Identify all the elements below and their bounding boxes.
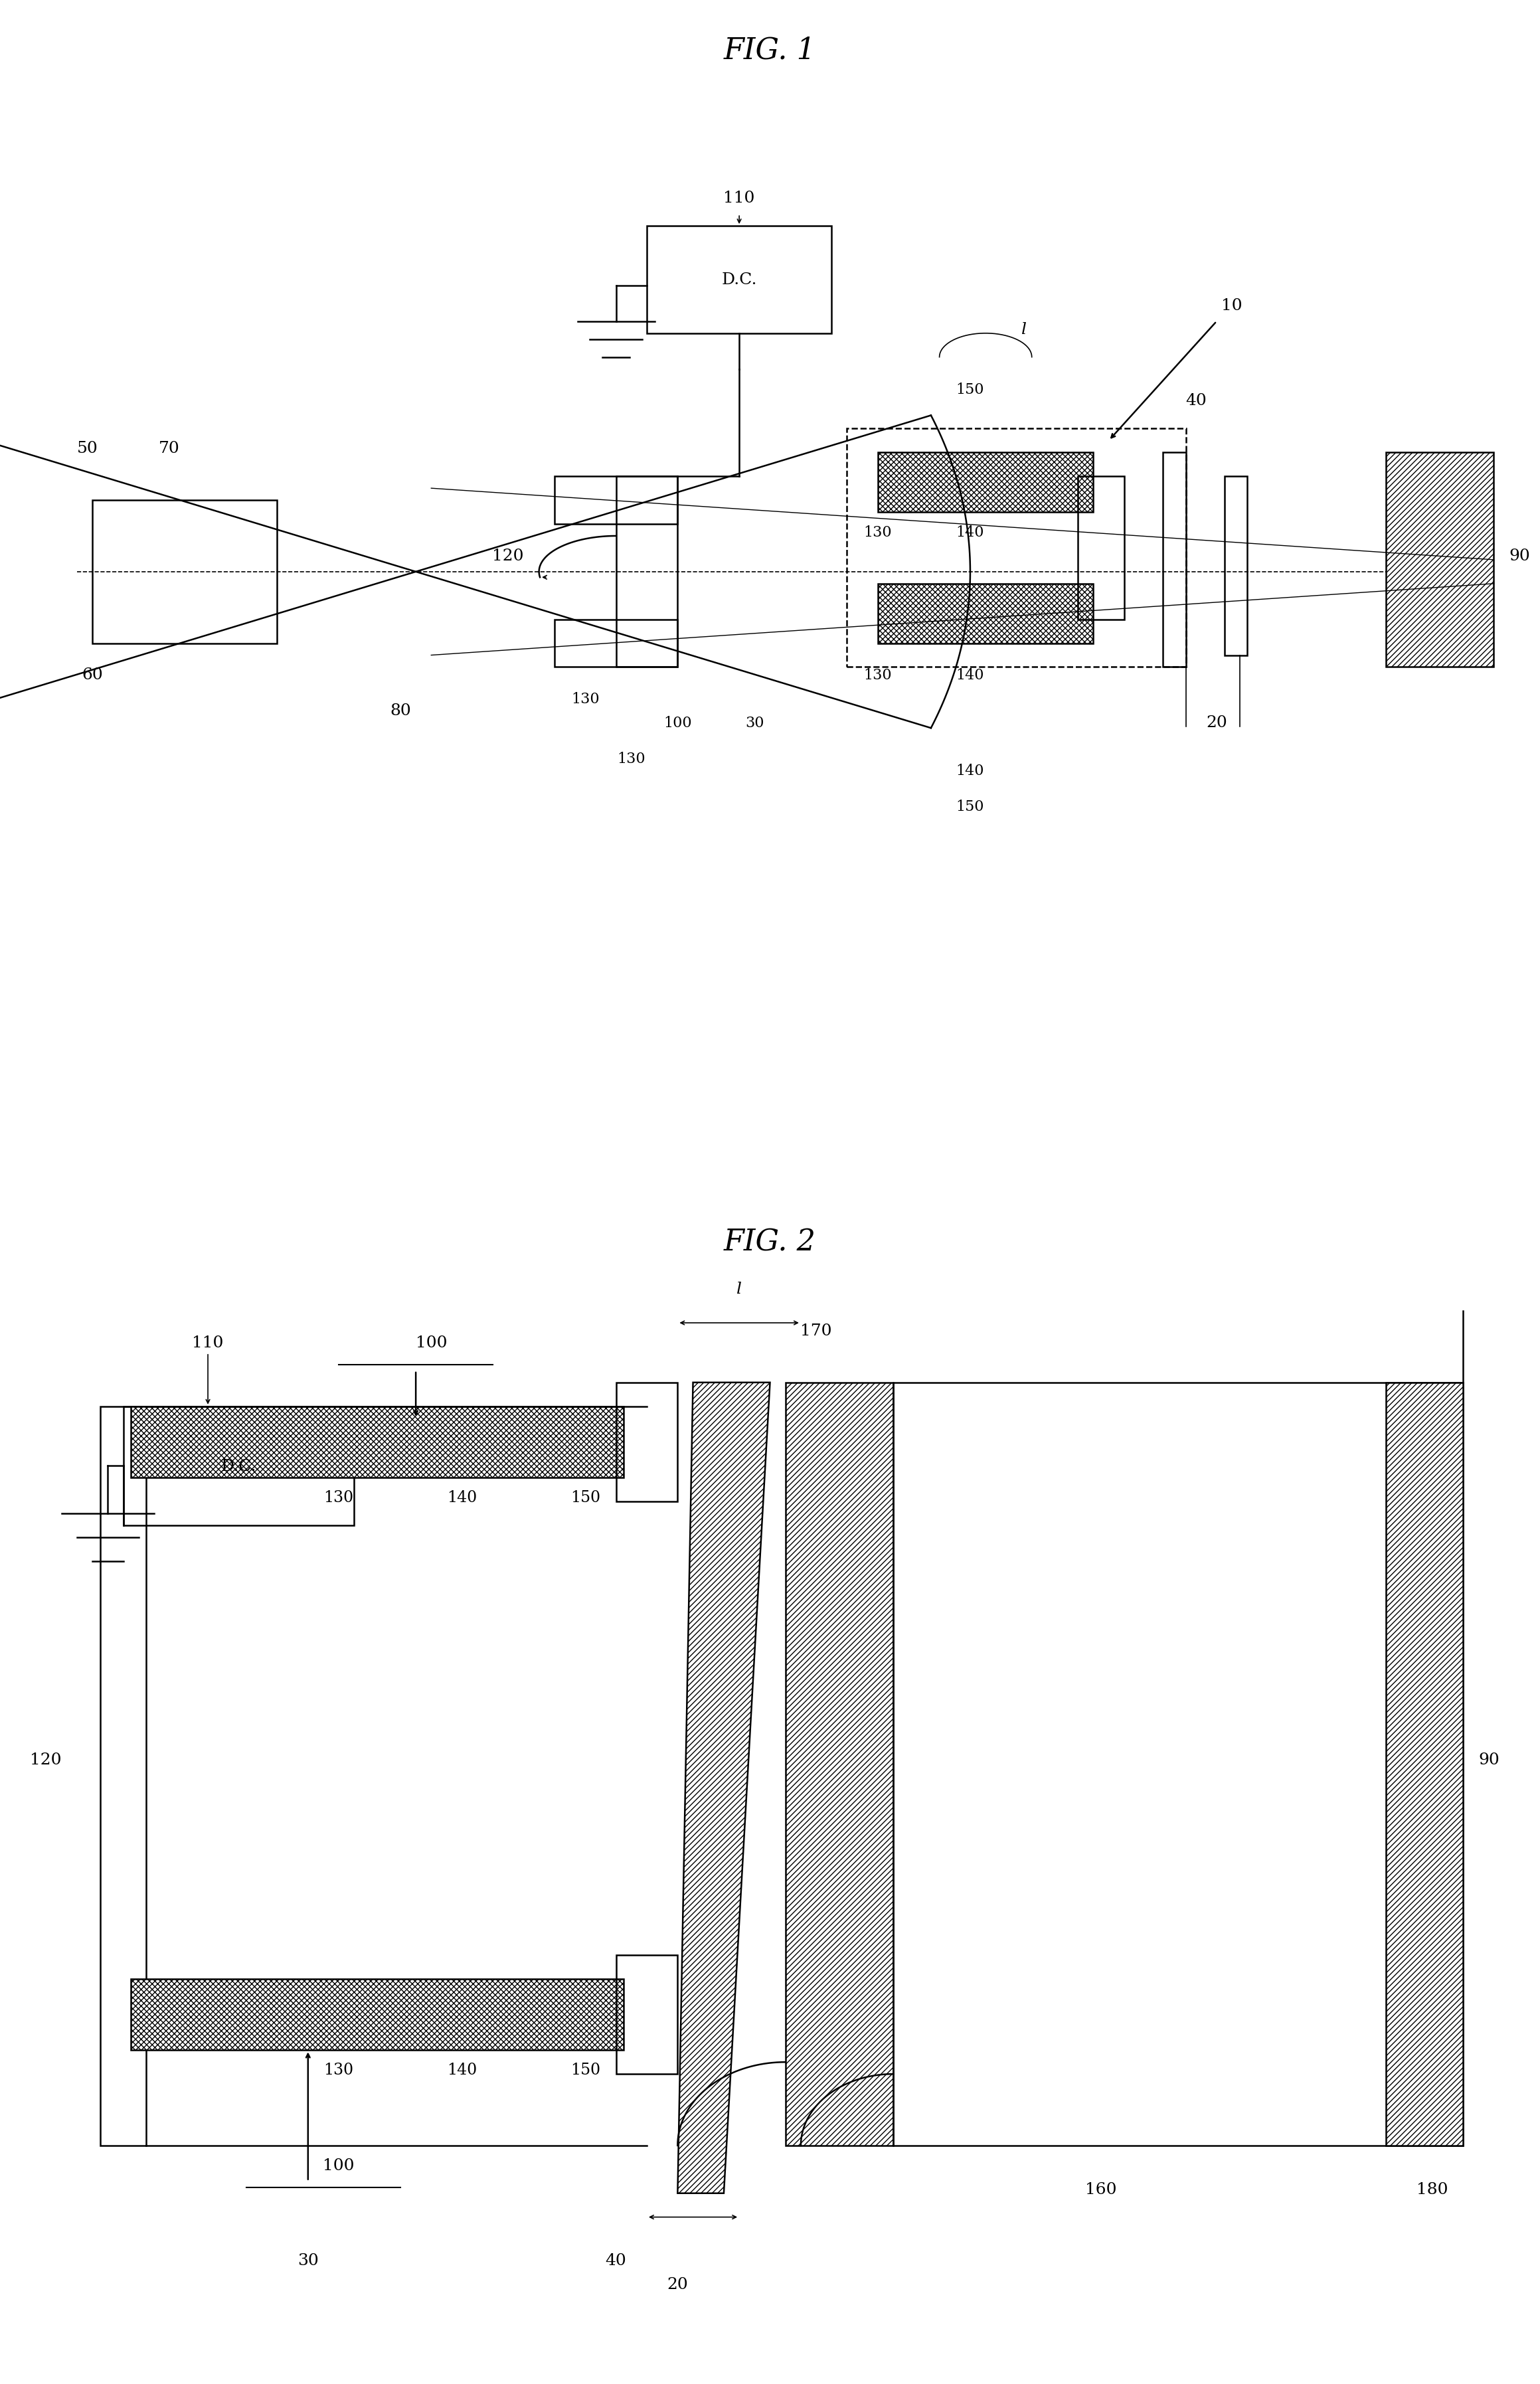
Bar (92, 501, 277, 644)
Text: 140: 140 (956, 524, 984, 539)
Bar (785, 1383, 893, 2146)
Bar (616, 477, 678, 668)
Text: 150: 150 (956, 381, 984, 396)
Text: l: l (1021, 322, 1027, 336)
Text: 160: 160 (1086, 2181, 1117, 2196)
Bar (616, 1383, 678, 1502)
Text: l: l (736, 1280, 742, 1297)
Text: D.C.: D.C. (721, 272, 758, 288)
Text: 120: 120 (493, 548, 524, 563)
Text: 30: 30 (297, 2253, 319, 2267)
Bar (893, 1383, 1463, 2146)
Text: 130: 130 (323, 2062, 354, 2076)
Text: 20: 20 (1206, 715, 1227, 730)
Text: 20: 20 (667, 2277, 688, 2291)
Text: 30: 30 (745, 715, 764, 730)
Text: 130: 130 (864, 524, 892, 539)
Text: 90: 90 (1478, 1752, 1500, 1767)
Text: FIG. 2: FIG. 2 (724, 1228, 816, 1256)
Text: 70: 70 (159, 441, 180, 455)
Text: 90: 90 (1509, 548, 1531, 563)
Bar (878, 453, 1093, 513)
Text: 40: 40 (605, 2253, 627, 2267)
Bar (847, 429, 1186, 668)
Bar (1224, 477, 1247, 656)
Bar (1163, 453, 1186, 668)
Text: 50: 50 (77, 441, 99, 455)
Text: 130: 130 (864, 668, 892, 682)
Bar (878, 584, 1093, 644)
Text: 10: 10 (1221, 298, 1243, 312)
Text: 140: 140 (956, 668, 984, 682)
Polygon shape (678, 1383, 770, 2193)
Text: 130: 130 (571, 691, 599, 706)
Bar (1386, 453, 1494, 668)
Text: 130: 130 (323, 1490, 354, 1504)
Text: D.C.: D.C. (220, 1459, 257, 1473)
Text: 150: 150 (570, 2062, 601, 2076)
Text: 140: 140 (447, 2062, 477, 2076)
Text: 110: 110 (192, 1335, 223, 1349)
Bar (554, 477, 678, 524)
Bar (647, 226, 832, 334)
Text: 110: 110 (724, 191, 755, 205)
Text: 130: 130 (618, 751, 645, 765)
Bar (131, 1979, 624, 2050)
Text: 140: 140 (447, 1490, 477, 1504)
Bar (1078, 477, 1124, 620)
Text: 180: 180 (1417, 2181, 1448, 2196)
Text: 40: 40 (1186, 393, 1207, 408)
Bar (100, 1407, 146, 2146)
Text: 140: 140 (956, 763, 984, 777)
Bar (554, 620, 678, 668)
Bar (123, 1407, 354, 1526)
Text: 100: 100 (664, 715, 691, 730)
Text: 170: 170 (801, 1323, 832, 1337)
Text: 80: 80 (390, 703, 411, 718)
Bar (131, 1407, 624, 1478)
Text: 100: 100 (416, 1335, 447, 1349)
Text: 60: 60 (82, 668, 103, 682)
Bar (1386, 1383, 1463, 2146)
Text: 120: 120 (31, 1752, 62, 1767)
Text: 150: 150 (570, 1490, 601, 1504)
Bar (616, 1955, 678, 2074)
Text: 100: 100 (323, 2158, 354, 2172)
Text: FIG. 1: FIG. 1 (724, 36, 816, 64)
Text: 150: 150 (956, 799, 984, 813)
